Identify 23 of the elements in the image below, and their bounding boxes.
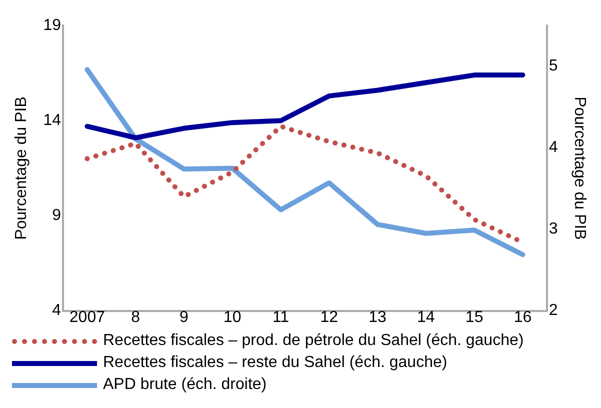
y2-tick-label: 4 [548, 139, 558, 156]
y-axis-title: Pourcentage du PIB [13, 96, 30, 240]
legend-label: Recettes fiscales – prod. de pétrole du Sahel (éch. gauche) [103, 332, 524, 350]
y-tick-label: 14 [43, 112, 62, 130]
x-tick-label: 10 [223, 308, 242, 326]
x-tick-label: 14 [417, 308, 435, 326]
y2-tick-label: 2 [548, 302, 558, 320]
x-tick-label: 16 [514, 308, 532, 326]
y2-axis-title: Pourcentage du PIB [570, 96, 588, 240]
x-tick-label: 12 [320, 308, 338, 326]
y2-tick-label: 3 [548, 220, 558, 238]
legend-label: Recettes fiscales – reste du Sahel (éch. gauche) [103, 354, 448, 372]
y-tick-label: 19 [43, 17, 62, 34]
x-tick-label: 2007 [69, 308, 106, 326]
y-tick-label: 9 [52, 207, 62, 224]
x-tick-label: 9 [180, 308, 189, 326]
y2-tick-label: 5 [548, 58, 558, 75]
x-tick-label: 11 [272, 308, 290, 326]
x-tick-label: 13 [368, 308, 387, 326]
legend-label: APD brute (éch. droite) [103, 376, 267, 394]
x-tick-label: 15 [465, 308, 484, 326]
x-tick-label: 8 [131, 308, 140, 326]
y-tick-label: 4 [52, 302, 62, 320]
